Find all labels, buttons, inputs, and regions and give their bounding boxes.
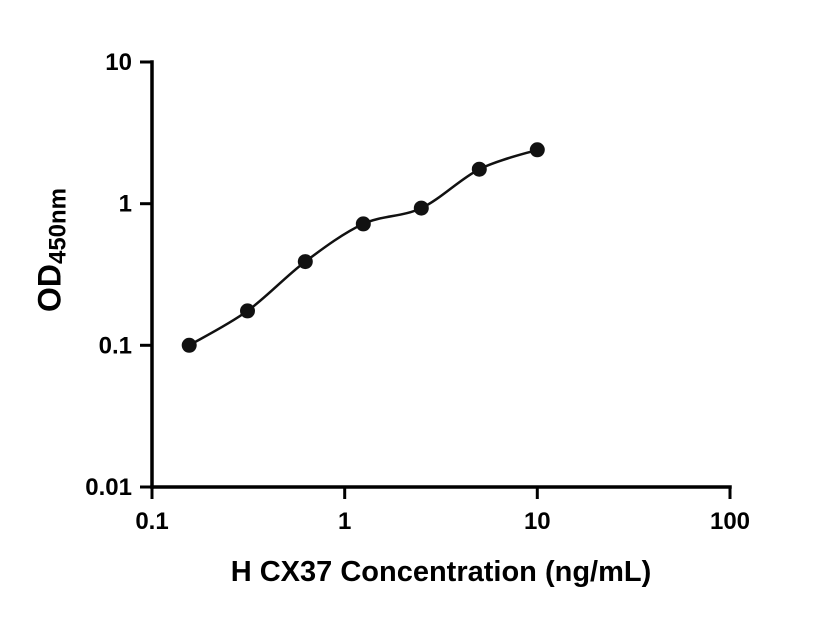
y-tick-label: 10 xyxy=(105,49,132,76)
data-point-marker xyxy=(529,142,545,158)
x-tick-label: 0.1 xyxy=(135,508,168,535)
fit-curve xyxy=(188,148,538,347)
y-axis-title-main: OD xyxy=(31,264,68,313)
y-tick-label: 0.1 xyxy=(99,332,132,359)
x-tick-label: 1 xyxy=(338,508,351,535)
data-point-marker xyxy=(355,216,371,232)
data-point-marker xyxy=(471,161,487,177)
y-tick-label: 0.01 xyxy=(85,474,132,501)
data-point-marker xyxy=(181,337,197,353)
data-point-marker xyxy=(413,200,429,216)
y-tick-label: 1 xyxy=(119,191,132,218)
x-tick-label: 10 xyxy=(524,508,551,535)
data-point-marker xyxy=(240,303,255,319)
x-tick-label: 100 xyxy=(710,508,750,535)
x-axis-title: H CX37 Concentration (ng/mL) xyxy=(230,556,652,588)
y-axis-title-subscript: 450nm xyxy=(44,187,72,265)
data-point-marker xyxy=(297,254,313,270)
y-axis-title: OD450nm xyxy=(31,188,72,312)
